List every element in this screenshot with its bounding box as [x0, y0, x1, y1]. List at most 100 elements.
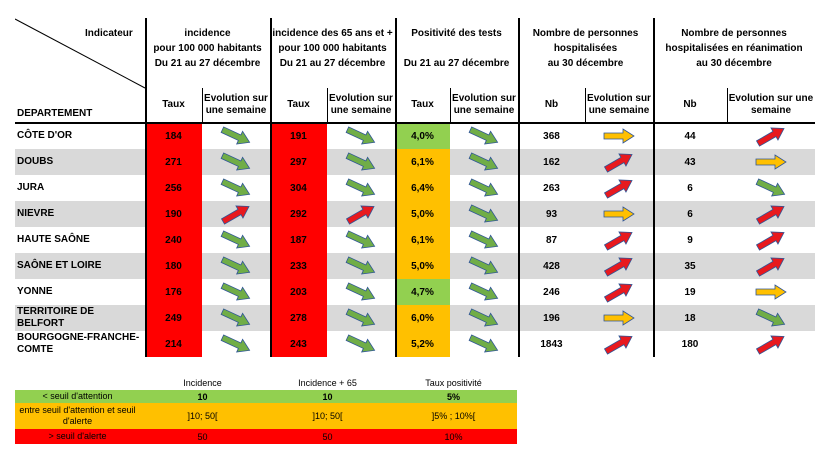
header-area: Indicateur DEPARTEMENT incidence pour 100… [15, 18, 815, 122]
hospitalized-count: 162 [543, 156, 560, 168]
legend-label: > seuil d'alerte [48, 431, 107, 441]
rate-cell: 203 [270, 279, 327, 305]
hospitalized-count: 263 [543, 182, 560, 194]
legend-header: Incidence [183, 378, 222, 388]
group-header-4: Nombre de personnes hospitalisées au 30 dé… [518, 26, 653, 71]
icu-count: 18 [684, 312, 696, 324]
subheader-divider [450, 88, 451, 122]
group-header-line1: Nombre de personnes [681, 28, 787, 39]
rate-cell: 5,0% [395, 253, 450, 279]
hospitalized-count: 87 [545, 234, 558, 246]
arrow-down-icon [343, 177, 379, 199]
arrow-down-icon [466, 151, 502, 173]
legend-value: ]10; 50[ [187, 411, 218, 421]
arrow-down-icon [343, 229, 379, 251]
legend-row: entre seuil d'attention et seuil d'alert… [15, 403, 517, 429]
arrow-down-icon [466, 281, 502, 303]
rate-cell: 304 [270, 175, 327, 201]
subheader-value: Taux [411, 99, 434, 110]
arrow-down-icon [218, 177, 254, 199]
arrow-up-icon [601, 255, 637, 277]
rate-cell: 6,1% [395, 149, 450, 175]
arrow-down-icon [466, 255, 502, 277]
rate-cell: 4,0% [395, 123, 450, 149]
group-header-2: incidence des 65 ans et + pour 100 000 ha… [270, 26, 395, 71]
rate-cell: 191 [270, 123, 327, 149]
table-row: CÔTE D'OR 184 191 4,0% 368 44 [15, 123, 815, 149]
subheader-value: Taux [162, 99, 185, 110]
department-name: BOURGOGNE-FRANCHE-COMTE [17, 332, 140, 355]
department-name: DOUBS [17, 156, 54, 167]
rate-cell: 214 [145, 331, 202, 357]
group-divider [145, 18, 147, 357]
arrow-down-icon [343, 151, 379, 173]
table-row: JURA 256 304 6,4% 263 6 [15, 175, 815, 201]
icu-count: 6 [687, 208, 693, 220]
rate-cell: 184 [145, 123, 202, 149]
icu-count: 9 [687, 234, 693, 246]
header-border [15, 122, 815, 124]
subheader-evolution: Evolution sur une semaine [452, 93, 516, 116]
arrow-down-icon [466, 203, 502, 225]
table-row: SAÔNE ET LOIRE 180 233 5,0% 428 35 [15, 253, 815, 279]
subheader-value: Taux [287, 99, 310, 110]
legend-label: < seuil d'attention [42, 391, 113, 401]
arrow-up-icon [753, 203, 789, 225]
rate-cell: 5,2% [395, 331, 450, 357]
subheader-value: Nb [683, 99, 697, 110]
hospitalized-count: 1843 [540, 338, 563, 350]
rate-cell: 180 [145, 253, 202, 279]
rate-cell: 292 [270, 201, 327, 227]
arrow-up-icon [218, 203, 254, 225]
icu-count: 44 [684, 130, 696, 142]
subheader-evolution: Evolution sur une semaine [587, 93, 651, 116]
group-header-line3: au 30 décembre [696, 58, 772, 69]
diagonal-divider [15, 18, 145, 89]
hospitalized-count: 428 [543, 260, 560, 272]
group-header-line1: incidence [184, 28, 231, 39]
arrow-up-icon [753, 125, 789, 147]
rate-cell: 6,0% [395, 305, 450, 331]
legend-header: Incidence + 65 [298, 378, 357, 388]
arrow-down-icon [218, 229, 254, 251]
rate-cell: 240 [145, 227, 202, 253]
legend-value: ]10; 50[ [312, 411, 343, 421]
group-divider [518, 18, 520, 357]
legend-label: entre seuil d'attention et seuil d'alert… [19, 405, 136, 426]
group-header-line2: hospitalisées [553, 43, 618, 54]
arrow-down-icon [343, 281, 379, 303]
rate-cell: 243 [270, 331, 327, 357]
arrow-down-icon [343, 333, 379, 355]
arrow-down-icon [218, 255, 254, 277]
arrow-down-icon [466, 229, 502, 251]
hospitalized-count: 196 [543, 312, 560, 324]
arrow-up-icon [343, 203, 379, 225]
group-header-line1: incidence des 65 ans et + [272, 28, 393, 39]
subheader-divider [327, 88, 328, 122]
arrow-up-icon [753, 229, 789, 251]
legend-value: 10% [444, 431, 463, 442]
arrow-down-icon [343, 255, 379, 277]
icu-count: 19 [684, 286, 696, 298]
arrow-right-icon [601, 125, 637, 147]
group-header-line3: Du 21 au 27 décembre [403, 58, 510, 69]
group-header-line2: pour 100 000 habitants [278, 43, 387, 54]
icu-count: 43 [684, 156, 696, 168]
table-row: NIEVRE 190 292 5,0% 93 6 [15, 201, 815, 227]
rate-cell: 256 [145, 175, 202, 201]
table-row: TERRITOIRE DE BELFORT 249 278 6,0% 196 18 [15, 305, 815, 331]
subheader-value: Nb [544, 99, 559, 110]
icu-count: 6 [687, 182, 693, 194]
department-name: YONNE [17, 286, 53, 297]
rate-cell: 6,4% [395, 175, 450, 201]
rate-cell: 187 [270, 227, 327, 253]
subheader-divider [202, 88, 203, 122]
group-header-line3: Du 21 au 27 décembre [154, 58, 261, 69]
department-name: CÔTE D'OR [17, 130, 73, 141]
legend-header: Taux positivité [425, 378, 482, 388]
legend-value: ]5% ; 10%[ [431, 411, 476, 421]
table-row: BOURGOGNE-FRANCHE-COMTE 214 243 5,2% 1843… [15, 331, 815, 357]
arrow-down-icon [218, 151, 254, 173]
rate-cell: 233 [270, 253, 327, 279]
subheader-divider [585, 88, 586, 122]
